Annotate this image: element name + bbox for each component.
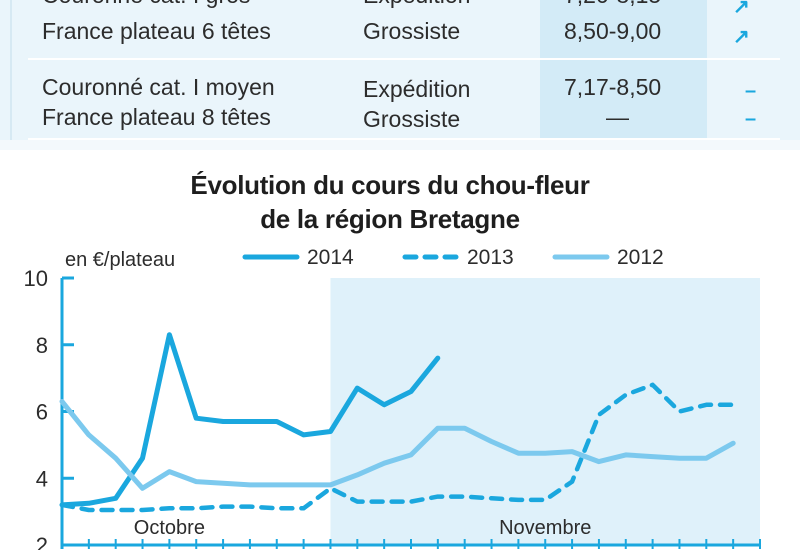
price-range-value: 7,17-8,50 bbox=[564, 74, 662, 100]
chart-title-line-1: Évolution du cours du chou-fleur bbox=[190, 170, 590, 200]
table-row-rule bbox=[28, 58, 780, 60]
price-range-value: 8,50-9,00 bbox=[564, 18, 662, 44]
chart-title-line-2: de la région Bretagne bbox=[260, 204, 520, 234]
price-range-value: 7,20-8,15 bbox=[564, 0, 661, 9]
market-stage-label: Grossiste bbox=[363, 106, 461, 132]
product-name-line: France plateau 6 têtes bbox=[42, 18, 271, 44]
market-stage-label: Expédition bbox=[363, 0, 470, 9]
series-line-2014 bbox=[59, 332, 441, 508]
dash-icon: – bbox=[745, 80, 757, 102]
unit-label: en €/plateau bbox=[65, 249, 175, 271]
price-chart: Évolution du cours du chou-fleur de la r… bbox=[0, 150, 800, 550]
product-name-line: Couronné cat. I gros bbox=[42, 0, 250, 9]
market-stage-label: Grossiste bbox=[363, 18, 461, 44]
product-name-line: France plateau 8 têtes bbox=[42, 104, 271, 130]
up-arrow-icon: ↗ bbox=[733, 26, 750, 48]
legend-label-2013: 2013 bbox=[467, 246, 514, 269]
legend-label-2012: 2012 bbox=[617, 246, 664, 269]
shaded-period bbox=[330, 278, 760, 545]
y-tick-label: 2 bbox=[36, 533, 48, 550]
month-label: Octobre bbox=[134, 517, 205, 539]
product-name-line: Couronné cat. I moyen bbox=[42, 74, 275, 100]
up-arrow-icon: ↗ bbox=[733, 0, 750, 18]
market-stage-label: Expédition bbox=[363, 76, 471, 102]
price-table: Couronné cat. I gros France plateau 6 tê… bbox=[0, 0, 800, 140]
y-tick-label: 8 bbox=[36, 333, 48, 358]
price-range-value: — bbox=[606, 104, 629, 130]
legend-label-2014: 2014 bbox=[307, 246, 354, 269]
month-label: Novembre bbox=[499, 517, 591, 539]
dash-icon: – bbox=[745, 108, 757, 130]
series-line-2012 bbox=[59, 399, 736, 491]
y-tick-label: 10 bbox=[24, 266, 48, 291]
series-line-2013 bbox=[59, 382, 736, 513]
table-left-divider bbox=[10, 0, 12, 140]
price-column-highlight bbox=[540, 0, 707, 140]
y-tick-label: 4 bbox=[36, 466, 48, 491]
table-row-rule bbox=[28, 138, 780, 140]
chart-canvas: 2 4 6 8 10 Octobre Novembre en €/plateau 2014 201… bbox=[24, 246, 761, 550]
y-tick-label: 6 bbox=[36, 400, 48, 425]
